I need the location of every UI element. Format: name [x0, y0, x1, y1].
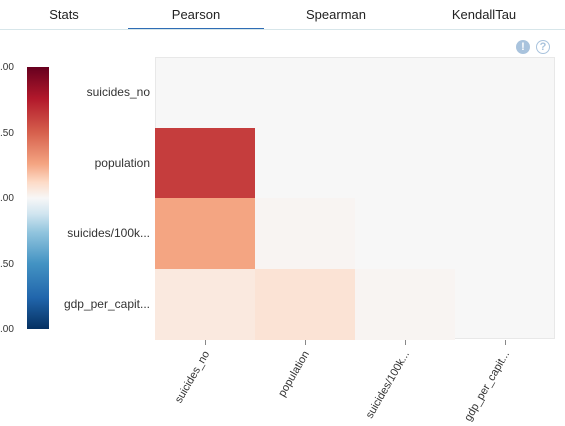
correlation-tabs: Stats Pearson Spearman KendallTau — [0, 0, 565, 30]
x-axis-label: population — [276, 349, 313, 399]
heatmap-cell[interactable] — [155, 198, 255, 269]
x-axis-tick — [405, 340, 406, 345]
tab-divider — [0, 29, 565, 30]
heatmap-plot-area[interactable] — [155, 57, 555, 340]
tab-stats[interactable]: Stats — [49, 7, 79, 22]
colorbar-tick-label: .00 — [0, 62, 14, 73]
colorbar-tick-label: .00 — [0, 193, 14, 204]
x-axis-tick — [205, 340, 206, 345]
tab-kendalltau[interactable]: KendallTau — [451, 7, 517, 22]
heatmap-cell[interactable] — [155, 269, 255, 340]
x-axis-tick — [305, 340, 306, 345]
colorbar — [27, 67, 49, 329]
exclamation-icon[interactable]: ! — [516, 40, 530, 54]
x-axis-label: gdp_per_capit... — [462, 349, 513, 424]
heatmap-cell[interactable] — [355, 269, 455, 340]
colorbar-tick-label: .50 — [0, 259, 14, 270]
heatmap-cell[interactable] — [255, 198, 355, 269]
colorbar-tick-label: .00 — [0, 324, 14, 335]
heatmap-cell[interactable] — [255, 269, 355, 340]
y-axis-label: gdp_per_capit... — [63, 296, 150, 311]
y-axis-label: population — [94, 155, 150, 170]
x-axis-label: suicides/100k... — [363, 349, 413, 421]
y-axis-label: suicides_no — [86, 84, 150, 99]
heatmap-cell[interactable] — [155, 128, 255, 199]
y-axis-label: suicides/100k... — [67, 225, 150, 240]
tab-spearman[interactable]: Spearman — [306, 7, 366, 22]
question-icon[interactable]: ? — [536, 40, 550, 54]
x-axis-tick — [505, 340, 506, 345]
tab-pearson[interactable]: Pearson — [128, 0, 264, 30]
x-axis-label: suicides_no — [172, 349, 213, 406]
colorbar-tick-label: .50 — [0, 128, 14, 139]
